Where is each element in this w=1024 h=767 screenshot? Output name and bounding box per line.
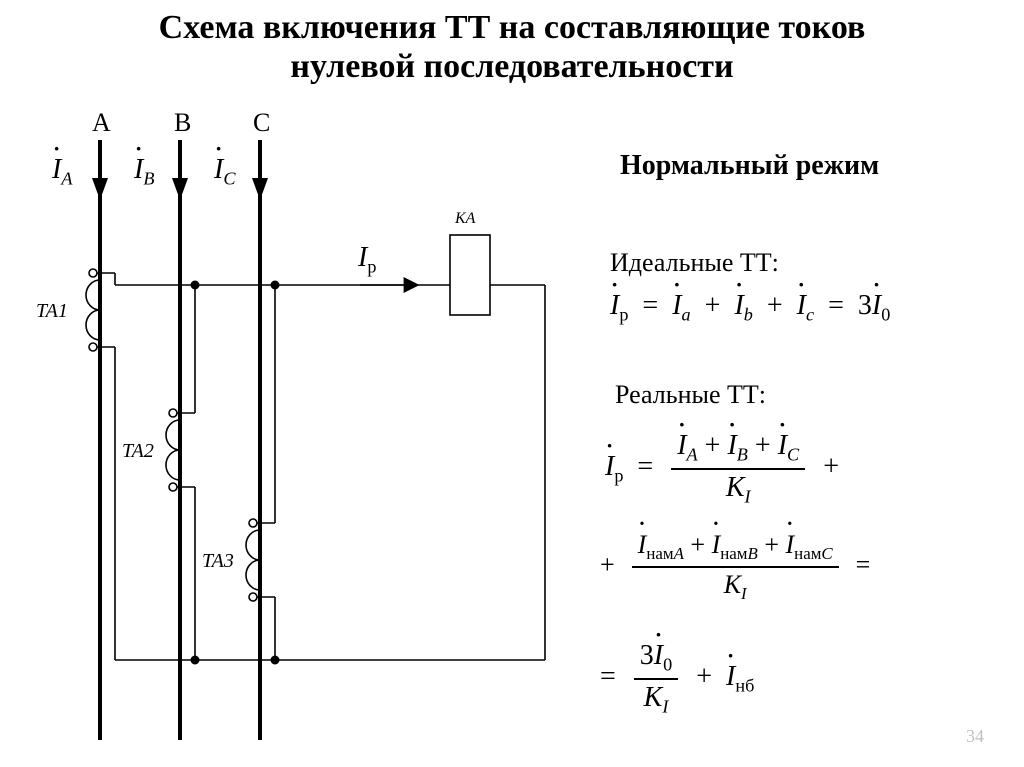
relay-ka [450,235,490,315]
arrow-ia [92,178,108,200]
arrow-ib [172,178,188,200]
arrow-ic [252,178,268,200]
circuit-diagram [0,0,1024,767]
